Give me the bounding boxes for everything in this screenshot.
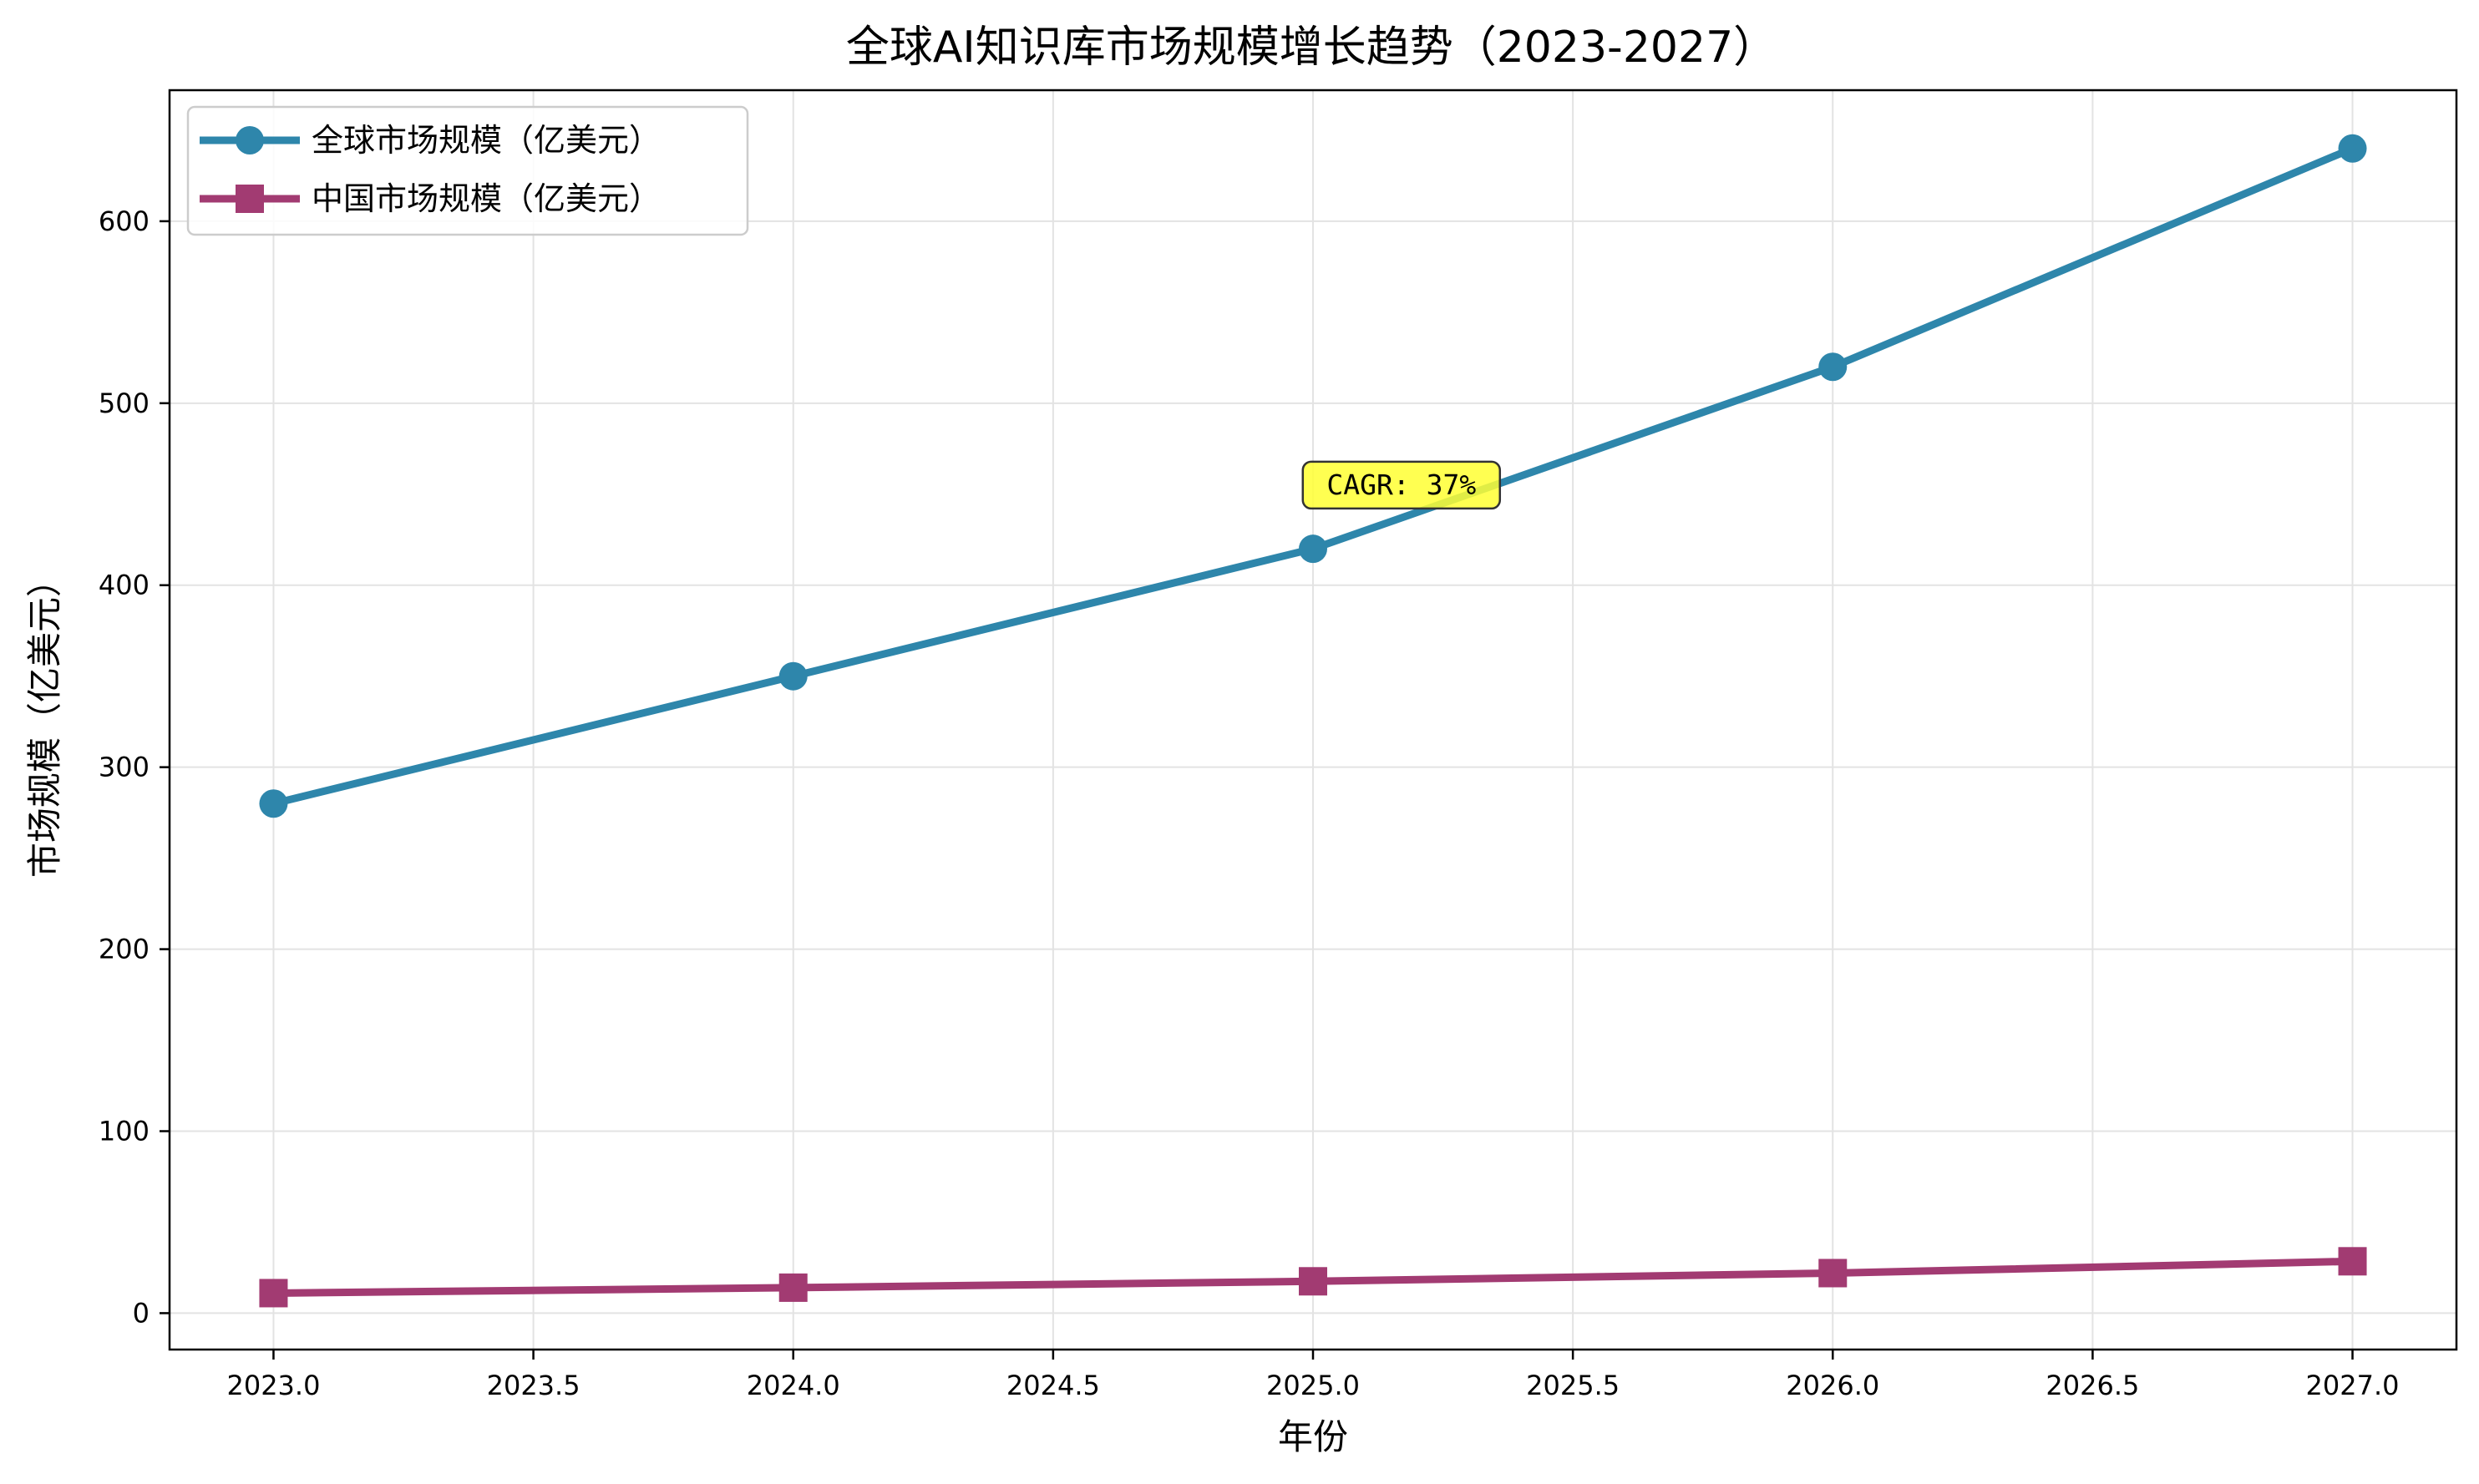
y-tick-label: 0 (133, 1297, 150, 1329)
annotation-box (1301, 460, 1502, 510)
series (259, 134, 2367, 1308)
legend-box (186, 105, 749, 236)
y-tick-label: 300 (99, 752, 150, 783)
y-tick-label: 100 (99, 1115, 150, 1147)
data-point (259, 789, 288, 818)
annotation: CAGR: 37% (1301, 460, 1502, 510)
x-tick-label: 2023.0 (226, 1370, 320, 1401)
legend-label: 全球市场规模（亿美元） (312, 122, 661, 159)
series-1 (259, 134, 2367, 818)
x-tick-label: 2025.0 (1266, 1370, 1360, 1401)
data-point (2338, 134, 2367, 163)
legend-item-2: 中国市场规模（亿美元） (200, 180, 661, 217)
annotations: CAGR: 37% (1301, 460, 1502, 510)
data-point (259, 1279, 288, 1308)
y-tick-label: 500 (99, 387, 150, 419)
legend-marker (236, 126, 264, 154)
legend-item-1: 全球市场规模（亿美元） (200, 122, 661, 159)
y-tick-label: 600 (99, 205, 150, 237)
data-point (1299, 534, 1327, 564)
legend-marker (236, 185, 264, 213)
x-axis: 2023.0 2023.5 2024.0 2024.5 2025.0 2025.5 2026… (226, 1350, 2400, 1401)
x-tick-label: 2027.0 (2306, 1370, 2400, 1401)
series-2 (259, 1247, 2367, 1308)
legend: 全球市场规模（亿美元） 中国市场规模（亿美元） (186, 105, 749, 236)
data-point (778, 661, 808, 691)
legend-label: 中国市场规模（亿美元） (312, 180, 661, 217)
x-tick-label: 2024.5 (1006, 1370, 1100, 1401)
data-point (1299, 1267, 1327, 1296)
y-axis: 0 100 200 300 400 500 600 (99, 205, 170, 1329)
data-point (778, 1273, 808, 1302)
x-tick-label: 2025.5 (1526, 1370, 1620, 1401)
data-point (1818, 352, 1848, 382)
x-tick-label: 2026.5 (2046, 1370, 2139, 1401)
y-tick-label: 400 (99, 570, 150, 601)
x-tick-label: 2023.5 (487, 1370, 580, 1401)
y-axis-label: 市场规模（亿美元） (24, 562, 65, 878)
data-point (2338, 1247, 2367, 1276)
annotation-text: CAGR: 37% (1326, 468, 1476, 501)
data-point (1818, 1259, 1848, 1288)
chart-title: 全球AI知识库市场规模增长趋势（2023-2027） (846, 23, 1777, 73)
x-tick-label: 2024.0 (747, 1370, 840, 1401)
y-tick-label: 200 (99, 934, 150, 965)
x-axis-label: 年份 (1278, 1416, 1348, 1457)
grid (170, 90, 2456, 1350)
x-tick-label: 2026.0 (1786, 1370, 1879, 1401)
